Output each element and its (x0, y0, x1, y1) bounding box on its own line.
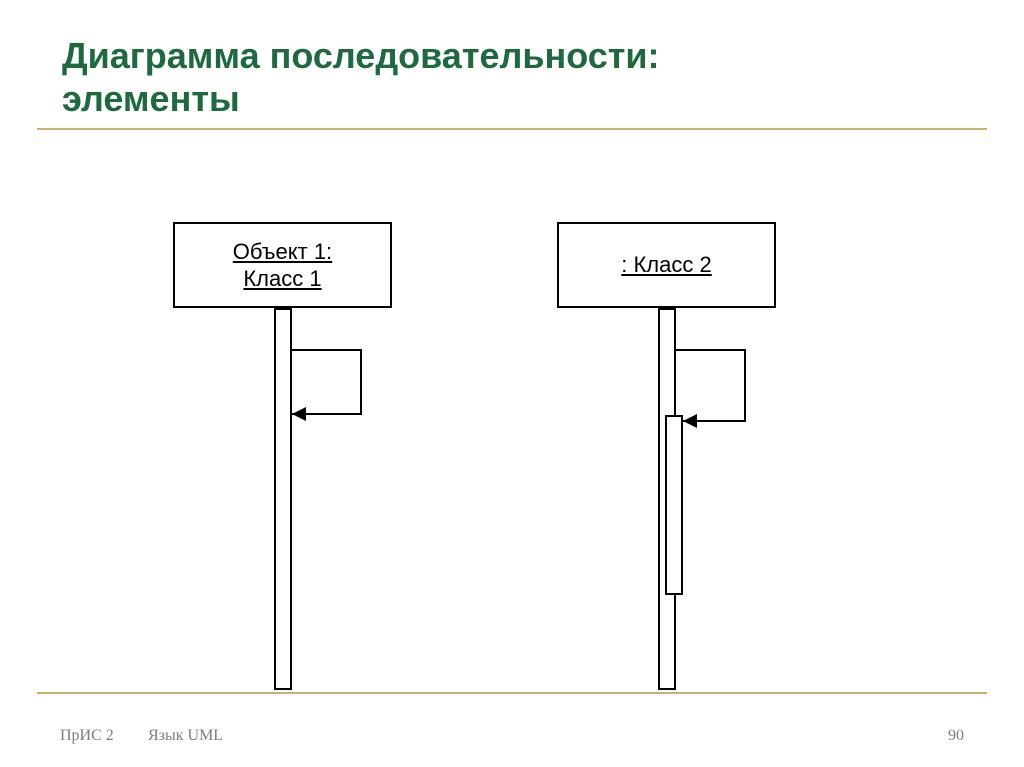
footer-mid: Язык UML (148, 727, 223, 745)
slide: Диаграмма последовательности: элементы О… (0, 0, 1024, 767)
footer-left: ПрИС 2 (60, 727, 114, 745)
arrow-left-icon (683, 414, 697, 428)
slide-footer: ПрИС 2 Язык UML 90 (0, 727, 1024, 751)
footer-rule (37, 692, 987, 694)
footer-page: 90 (948, 727, 964, 745)
lifeline-1 (274, 308, 292, 690)
object-box-1: Объект 1: Класс 1 (173, 222, 392, 308)
sequence-diagram: Объект 1: Класс 1 : Класс 2 (0, 0, 1024, 767)
activation-bar-2 (665, 415, 683, 595)
object-label-2: : Класс 2 (621, 251, 711, 279)
object-box-2: : Класс 2 (557, 222, 776, 308)
object-label-1: Объект 1: Класс 1 (233, 238, 332, 293)
arrow-left-icon (292, 407, 306, 421)
